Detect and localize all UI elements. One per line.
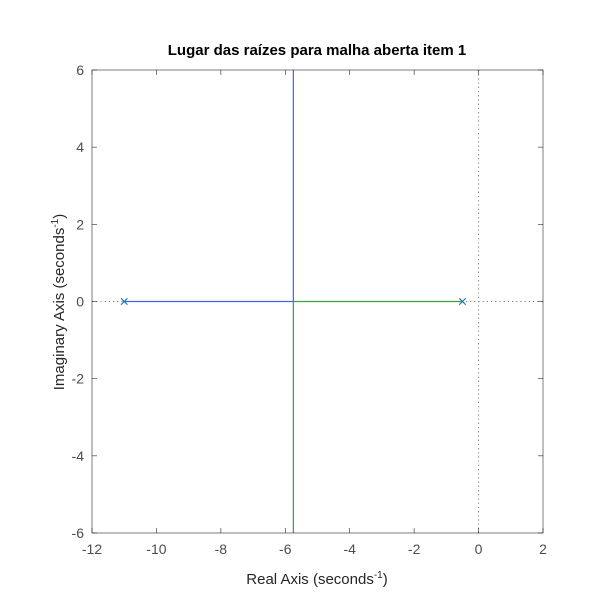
x-tick-label: -6 xyxy=(279,541,292,557)
y-tick-label: 2 xyxy=(76,216,84,232)
pole-marker-stroke xyxy=(120,297,128,306)
x-tick-label: 0 xyxy=(475,541,483,557)
x-tick-label: -2 xyxy=(408,541,421,557)
x-tick-label: -4 xyxy=(343,541,356,557)
x-tick-label: -12 xyxy=(82,541,102,557)
chart-title: Lugar das raízes para malha aberta item … xyxy=(168,42,466,59)
pole-marker-stroke xyxy=(458,297,467,306)
y-tick-label: 0 xyxy=(76,294,84,310)
locus-branch-2 xyxy=(292,300,463,533)
x-axis-label: Real Axis (seconds-1) xyxy=(246,570,387,588)
x-tick-label: -8 xyxy=(215,541,228,557)
reference-lines xyxy=(92,70,543,533)
series-lines xyxy=(124,70,463,533)
x-axis-label-sup: -1 xyxy=(374,570,383,581)
pole-marker-2 xyxy=(458,297,467,306)
y-axis-label-sup: -1 xyxy=(50,218,61,227)
x-tick-label: 2 xyxy=(539,541,547,557)
y-tick-label: -4 xyxy=(72,448,85,464)
y-tick-label: -2 xyxy=(72,371,85,387)
y-axis-ticks: -6 -4 -2 0 2 4 6 xyxy=(72,62,543,541)
x-axis-label-close: ) xyxy=(383,571,388,588)
y-tick-label: 6 xyxy=(76,62,84,78)
locus-branch-1 xyxy=(124,70,294,303)
pole-markers xyxy=(120,297,467,306)
y-axis-label: Imaginary Axis (seconds-1) xyxy=(50,214,68,390)
y-axis-label-main: Imaginary Axis (seconds xyxy=(51,228,68,391)
y-tick-label: -6 xyxy=(72,525,85,541)
x-tick-label: -10 xyxy=(146,541,166,557)
pole-marker-1 xyxy=(120,297,128,306)
x-axis-ticks: -12 -10 -8 -6 -4 -2 0 2 xyxy=(82,70,547,557)
y-axis-label-close: ) xyxy=(51,214,68,219)
x-axis-label-main: Real Axis (seconds xyxy=(246,571,374,588)
y-tick-label: 4 xyxy=(76,139,84,155)
